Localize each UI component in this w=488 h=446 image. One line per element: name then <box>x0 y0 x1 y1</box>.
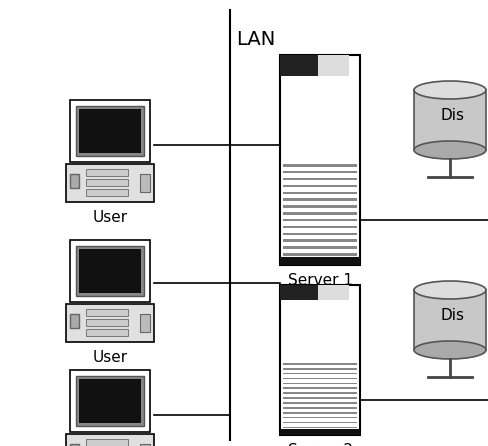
Bar <box>70 443 79 446</box>
Bar <box>66 304 154 342</box>
Bar <box>140 314 150 332</box>
Bar <box>283 205 357 208</box>
Bar <box>283 392 357 394</box>
Bar <box>70 173 79 187</box>
Bar <box>283 246 357 249</box>
Bar <box>283 192 357 194</box>
Bar <box>283 368 357 370</box>
Bar <box>79 379 141 423</box>
Bar <box>280 285 360 435</box>
Bar <box>76 376 144 426</box>
Bar <box>283 198 357 201</box>
Ellipse shape <box>414 141 486 159</box>
Bar <box>70 314 79 327</box>
Bar <box>86 319 128 326</box>
Bar <box>283 219 357 221</box>
Bar <box>280 429 360 435</box>
Bar <box>414 290 486 350</box>
Bar <box>76 246 144 296</box>
Bar <box>283 417 357 418</box>
Bar <box>86 309 128 316</box>
Bar <box>79 249 141 293</box>
Bar <box>280 55 360 265</box>
Bar <box>318 285 349 300</box>
Bar <box>283 383 357 384</box>
Bar <box>283 378 357 380</box>
Bar <box>283 226 357 228</box>
Bar <box>280 285 318 300</box>
Bar <box>414 90 486 150</box>
Text: Dis: Dis <box>440 107 464 123</box>
Bar <box>66 434 154 446</box>
Bar <box>86 179 128 186</box>
Bar <box>283 426 357 428</box>
Bar <box>140 444 150 446</box>
Bar <box>79 109 141 153</box>
Bar <box>283 240 357 242</box>
Bar <box>76 106 144 156</box>
Bar <box>283 164 357 167</box>
Text: Dis: Dis <box>440 307 464 322</box>
Bar <box>86 169 128 176</box>
Text: LAN: LAN <box>236 30 275 49</box>
Bar <box>283 407 357 409</box>
Bar <box>283 402 357 404</box>
Bar <box>86 189 128 196</box>
Bar <box>70 100 150 162</box>
Bar <box>280 256 360 265</box>
Bar <box>283 397 357 399</box>
Ellipse shape <box>414 281 486 299</box>
Bar <box>283 388 357 389</box>
Ellipse shape <box>414 341 486 359</box>
Bar <box>283 421 357 423</box>
Bar <box>86 329 128 336</box>
Bar <box>283 171 357 173</box>
Bar <box>283 363 357 365</box>
Bar <box>66 164 154 202</box>
Bar <box>283 373 357 375</box>
Ellipse shape <box>414 81 486 99</box>
Text: Server 1: Server 1 <box>287 273 352 288</box>
Bar <box>318 55 349 76</box>
Bar <box>283 212 357 215</box>
Bar <box>283 253 357 256</box>
Bar <box>140 174 150 192</box>
Bar <box>283 233 357 235</box>
Bar <box>283 185 357 187</box>
Bar <box>86 439 128 446</box>
Text: User: User <box>92 210 127 225</box>
Text: Server 2: Server 2 <box>287 443 352 446</box>
Bar <box>70 240 150 302</box>
Bar <box>280 55 318 76</box>
Bar <box>70 370 150 432</box>
Bar <box>283 178 357 180</box>
Bar <box>283 412 357 413</box>
Text: User: User <box>92 350 127 365</box>
